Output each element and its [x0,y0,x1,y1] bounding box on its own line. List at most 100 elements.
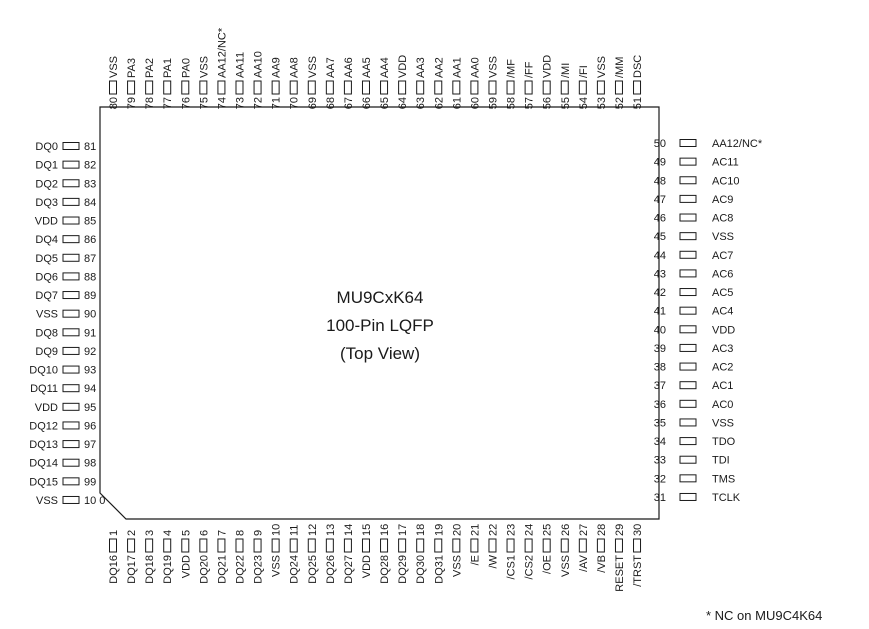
pin-number: 71 [271,97,283,109]
pin-number: 98 [84,458,96,470]
pin-4-lead [163,538,172,553]
pin-34-lead [679,437,697,446]
pin-number: 42 [654,287,666,299]
pin-97-lead [62,440,80,449]
pin-number: 36 [654,399,666,411]
pin-73-lead [235,80,244,95]
signal-vss: VSS [560,555,572,577]
signal-dq29: DQ29 [397,555,409,584]
pin-number: 74 [216,97,228,109]
signal-pa1: PA1 [162,58,174,78]
pin-number: 40 [654,324,666,336]
pin-28-lead [596,538,605,553]
pin-1-lead [109,538,117,553]
pin-51-lead [633,80,642,95]
signal-dq24: DQ24 [289,555,301,584]
pin-number: 45 [654,231,666,243]
signal-dq8: DQ8 [35,327,58,339]
signal-vdd: VDD [397,55,409,78]
pin-number: 51 [632,97,644,109]
pin-number: 59 [487,97,499,109]
pin-99-lead [62,477,80,486]
signal-vss: VSS [487,56,499,78]
signal-dq15: DQ15 [29,476,58,488]
pin-67-lead [343,80,352,95]
pin-16-lead [380,538,389,553]
signal-vss: VSS [36,495,58,507]
signal-dq25: DQ25 [307,555,319,584]
pin-36-lead [679,399,697,408]
signal-dq17: DQ17 [126,555,138,584]
pin-number: 81 [84,141,96,153]
pin-7-lead [217,538,226,553]
pin-81-lead [62,142,80,150]
pin-number: 73 [234,97,246,109]
pin-number: 96 [84,420,96,432]
signal-aa7: AA7 [325,57,337,78]
pin-40-lead [679,325,697,334]
pin-number: 57 [524,97,536,109]
signal-vdd: VDD [712,324,735,336]
pin-11-lead [289,538,298,553]
chip-body-outline [99,106,660,520]
signal-dq9: DQ9 [35,346,58,358]
signal-dq14: DQ14 [29,458,58,470]
pin-79-lead [127,80,136,95]
pin-49-lead [679,157,697,166]
pin-number: 6 [198,530,210,536]
pin-5-lead [181,538,190,553]
pin-48-lead [679,176,697,185]
signal-ac10: AC10 [712,175,740,187]
pin-number: 94 [84,383,96,395]
pin-number: 90 [84,309,96,321]
signal-vdd: VDD [542,55,554,78]
pin-90-lead [62,309,80,318]
pin-70-lead [289,80,298,95]
signal-dsc: DSC [632,55,644,78]
signal-dq4: DQ4 [35,234,58,246]
pin-number: 5 [180,530,192,536]
pin-75-lead [199,80,208,95]
signal-dq16: DQ16 [108,555,120,584]
pin-number: 75 [198,97,210,109]
signal-aa6: AA6 [343,57,355,78]
pin-84-lead [62,197,80,206]
pin-number: 37 [654,380,666,392]
pin-number: 11 [289,525,301,536]
signal-mf: /MF [506,59,518,78]
signal-vdd: VDD [180,555,192,578]
pin-number: 86 [84,234,96,246]
pin-number: 89 [84,290,96,302]
pin-66-lead [361,80,370,95]
pin-number: 79 [126,97,138,109]
pin-68-lead [325,80,334,95]
pin-number: 92 [84,346,96,358]
pin-8-lead [235,538,244,553]
signal-w: /W [487,554,499,568]
pin-44-lead [679,250,697,259]
pin-number: 84 [84,197,96,209]
pin-24-lead [524,538,533,553]
pin-number: 65 [379,97,391,109]
pin-number: 77 [162,97,174,109]
signal-tclk: TCLK [712,492,741,504]
pin-57-lead [524,80,533,95]
pin-93-lead [62,365,80,374]
signal-ff: /FF [524,61,536,78]
signal-pa2: PA2 [144,58,156,78]
signal-aa2: AA2 [433,57,445,78]
pin-12-lead [307,538,316,553]
pin-number: 12 [307,524,319,536]
pin-77-lead [163,80,172,95]
pin-87-lead [62,253,80,262]
pin-69-lead [307,80,316,95]
signal-dq11: DQ11 [30,383,58,395]
pin-number: 54 [578,97,590,109]
signal-pa3: PA3 [126,58,138,78]
signal-ac1: AC1 [712,380,733,392]
pin-42-lead [679,288,697,297]
pin-number: 30 [632,524,644,536]
signal-dq10: DQ10 [29,365,58,377]
signal-vss: VSS [198,56,210,78]
pin-number: 82 [84,160,96,172]
